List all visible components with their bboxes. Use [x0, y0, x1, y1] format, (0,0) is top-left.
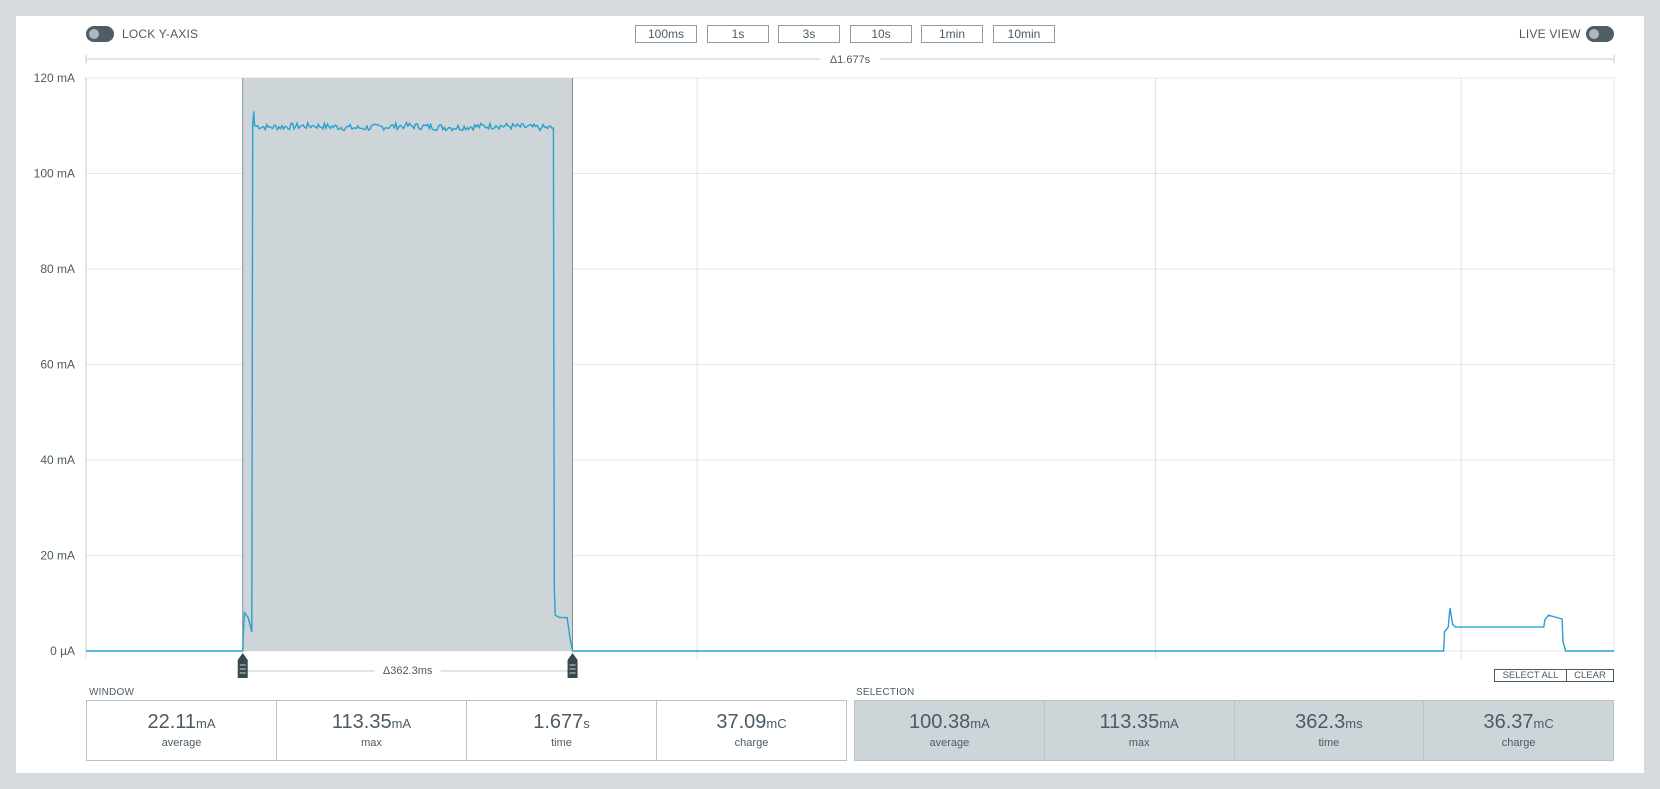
y-tick-label: 60 mA	[40, 358, 75, 372]
lock-y-axis-toggle[interactable]	[86, 26, 114, 42]
selection-delta-label: Δ362.3ms	[383, 665, 433, 677]
window-span-label-bg	[820, 51, 880, 67]
y-tick-label: 40 mA	[40, 453, 75, 467]
selection-max-cell: 113.35mA max	[1045, 701, 1235, 760]
selection-average-unit: mA	[970, 716, 990, 731]
lock-y-axis-label: LOCK Y-AXIS	[122, 27, 199, 41]
current-trace	[86, 111, 1614, 652]
window-charge-caption: charge	[734, 737, 769, 749]
window-average-value: 22.11	[147, 711, 197, 733]
selection-time-value: 362.3	[1295, 711, 1346, 733]
toggle-knob	[89, 29, 99, 39]
y-tick-label: 120 mA	[34, 71, 75, 85]
selection-charge-unit: mC	[1533, 716, 1554, 731]
window-time-unit: s	[583, 716, 590, 731]
selection-handles	[237, 653, 578, 678]
window-1min-button[interactable]: 1min	[921, 25, 983, 43]
chart-vertical-grid	[85, 78, 1462, 659]
selection-region	[242, 78, 573, 651]
window-charge-unit: mC	[766, 716, 787, 731]
window-charge-cell: 37.09mC charge	[657, 701, 846, 760]
selection-time-unit: ms	[1345, 716, 1363, 731]
selection-max-caption: max	[1128, 737, 1150, 749]
selection-end-handle[interactable]	[567, 653, 578, 678]
selection-time-cell: 362.3ms time	[1235, 701, 1425, 760]
window-max-value: 113.35	[331, 711, 392, 733]
window-time-value: 1.677	[533, 711, 584, 733]
select-all-button[interactable]: SELECT ALL	[1494, 669, 1567, 682]
selection-average-caption: average	[929, 737, 970, 749]
window-3s-button[interactable]: 3s	[778, 25, 840, 43]
window-10min-button[interactable]: 10min	[993, 25, 1055, 43]
selection-max-value: 113.35	[1099, 711, 1160, 733]
selection-average-value: 100.38	[909, 711, 971, 733]
window-100ms-button[interactable]: 100ms	[635, 25, 697, 43]
selection-charge-value: 36.37	[1483, 711, 1534, 733]
selection-average-cell: 100.38mA average	[855, 701, 1045, 760]
window-stats: 22.11mA average 113.35mA max 1.677s time…	[86, 700, 847, 761]
window-max-cell: 113.35mA max	[277, 701, 467, 760]
window-max-unit: mA	[391, 716, 412, 731]
live-view-label: LIVE VIEW	[1519, 27, 1581, 41]
selection-stats-title: SELECTION	[856, 687, 915, 698]
window-stats-title: WINDOW	[89, 687, 135, 698]
window-10s-button[interactable]: 10s	[850, 25, 912, 43]
y-axis-ticks: 120 mA 100 mA 80 mA 60 mA 40 mA 20 mA 0 µA	[34, 71, 75, 658]
window-average-unit: mA	[196, 716, 216, 731]
y-tick-label: 80 mA	[40, 262, 75, 276]
selection-stats: 100.38mA average 113.35mA max 362.3ms ti…	[854, 700, 1614, 761]
selection-span-label-bg	[374, 663, 441, 679]
selection-max-unit: mA	[1159, 716, 1179, 731]
window-average-caption: average	[161, 737, 202, 749]
window-charge-value: 37.09	[716, 711, 767, 733]
selection-start-handle[interactable]	[237, 653, 248, 678]
window-delta-label: Δ1.677s	[830, 54, 871, 66]
window-1s-button[interactable]: 1s	[707, 25, 769, 43]
y-tick-label: 100 mA	[34, 167, 75, 181]
window-time-caption: time	[551, 737, 572, 749]
y-tick-label: 0 µA	[50, 644, 75, 658]
toggle-knob	[1589, 29, 1599, 39]
live-view-toggle[interactable]	[1586, 26, 1614, 42]
window-time-cell: 1.677s time	[467, 701, 657, 760]
y-tick-label: 20 mA	[40, 549, 75, 563]
window-average-cell: 22.11mA average	[87, 701, 277, 760]
selection-time-caption: time	[1318, 737, 1340, 749]
selection-charge-cell: 36.37mC charge	[1424, 701, 1613, 760]
window-max-caption: max	[361, 737, 382, 749]
selection-charge-caption: charge	[1501, 737, 1536, 749]
clear-button[interactable]: CLEAR	[1566, 669, 1614, 682]
